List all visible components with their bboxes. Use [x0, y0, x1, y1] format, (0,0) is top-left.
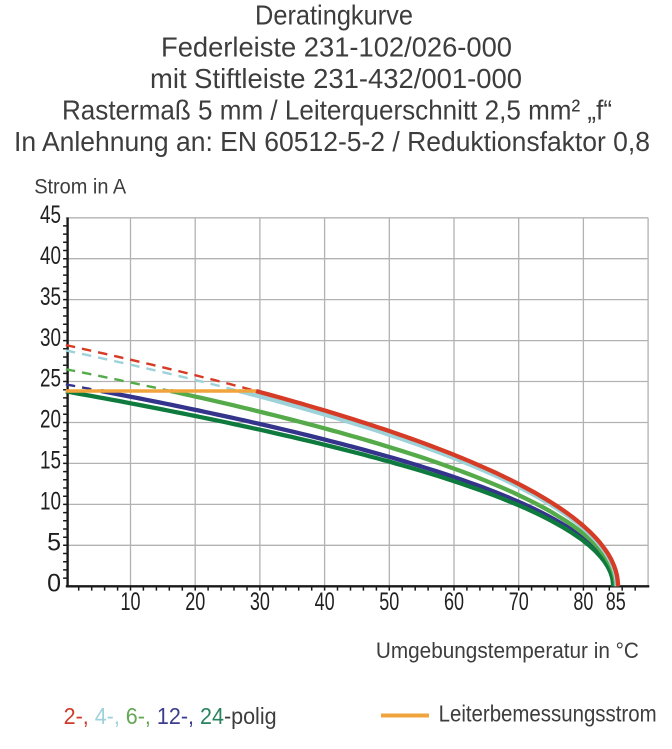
svg-text:Deratingkurve: Deratingkurve [255, 0, 413, 31]
svg-text:Rastermaß 5 mm / Leiterquersch: Rastermaß 5 mm / Leiterquerschnitt 2,5 m… [62, 95, 612, 126]
svg-text:20: 20 [40, 406, 61, 434]
svg-text:In Anlehnung an: EN 60512-5-2: In Anlehnung an: EN 60512-5-2 / Reduktio… [14, 126, 650, 157]
svg-text:80: 80 [573, 588, 593, 616]
svg-text:5: 5 [47, 529, 61, 557]
svg-text:Umgebungstemperatur in °C: Umgebungstemperatur in °C [376, 638, 639, 663]
svg-text:50: 50 [379, 588, 399, 616]
svg-text:40: 40 [315, 588, 335, 616]
svg-text:60: 60 [444, 588, 464, 616]
svg-text:0: 0 [47, 570, 61, 598]
svg-text:2-, 4-, 6-, 12-, 24-polig: 2-, 4-, 6-, 12-, 24-polig [64, 703, 277, 729]
svg-text:85: 85 [606, 588, 626, 616]
svg-text:Strom in A: Strom in A [34, 174, 127, 198]
svg-text:30: 30 [40, 324, 61, 352]
svg-text:Federleiste 231-102/026-000: Federleiste 231-102/026-000 [161, 31, 512, 62]
svg-text:70: 70 [509, 588, 529, 616]
svg-text:15: 15 [40, 447, 61, 475]
svg-text:10: 10 [40, 488, 61, 516]
svg-text:10: 10 [121, 588, 141, 616]
svg-text:25: 25 [40, 365, 61, 393]
svg-text:40: 40 [40, 242, 61, 270]
svg-text:mit Stiftleiste 231-432/001-00: mit Stiftleiste 231-432/001-000 [150, 63, 522, 94]
svg-text:35: 35 [40, 283, 61, 311]
svg-text:45: 45 [40, 201, 61, 229]
svg-text:Leiterbemessungsstrom: Leiterbemessungsstrom [439, 700, 657, 726]
svg-text:20: 20 [185, 588, 205, 616]
svg-text:30: 30 [250, 588, 270, 616]
